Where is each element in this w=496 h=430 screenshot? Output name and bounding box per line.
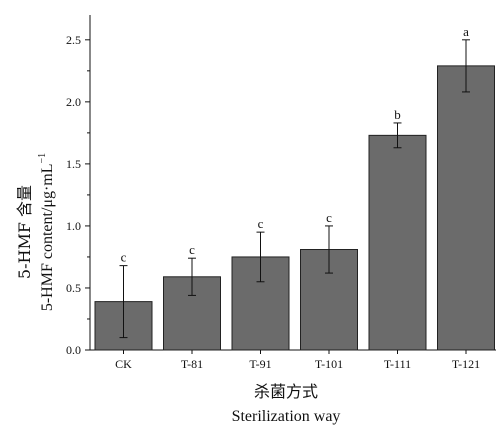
y-axis-title-en: 5-HMF content/μg·mL−1 [37,153,56,311]
significance-label: c [189,242,195,257]
x-tick-label: T-111 [384,357,411,371]
bar-t-121 [437,65,495,351]
y-axis-title-en-sup: −1 [37,153,48,164]
x-tick-label: T-91 [249,357,271,371]
x-tick-label: T-121 [452,357,480,371]
significance-label: c [326,210,332,225]
y-tick-label: 0.0 [66,343,81,357]
significance-label: c [121,250,127,265]
y-axis-title-en-main: 5-HMF content/μg·mL [39,163,56,311]
y-tick-label: 1.5 [66,157,81,171]
significance-label: a [463,24,469,39]
x-axis-title-cn: 杀菌方式 [254,382,318,401]
bar-t-111 [368,134,427,351]
y-tick-label: 2.5 [66,33,81,47]
x-axis-title-en: Sterilization way [232,408,341,425]
significance-label: b [394,107,401,122]
y-tick-label: 1.0 [66,219,81,233]
y-tick-label: 2.0 [66,95,81,109]
plot-area: 0.0 0.5 1.0 1.5 2.0 2.5 c CK c T-81 c T-91 c T-101 b T-… [66,15,496,371]
significance-label: c [258,216,264,231]
x-tick-label: T-81 [181,357,203,371]
x-tick-label: T-101 [315,357,343,371]
y-axis-title-cn: 5-HMF 含量 [15,185,34,279]
x-tick-label: CK [115,357,132,371]
y-tick-label: 0.5 [66,281,81,295]
